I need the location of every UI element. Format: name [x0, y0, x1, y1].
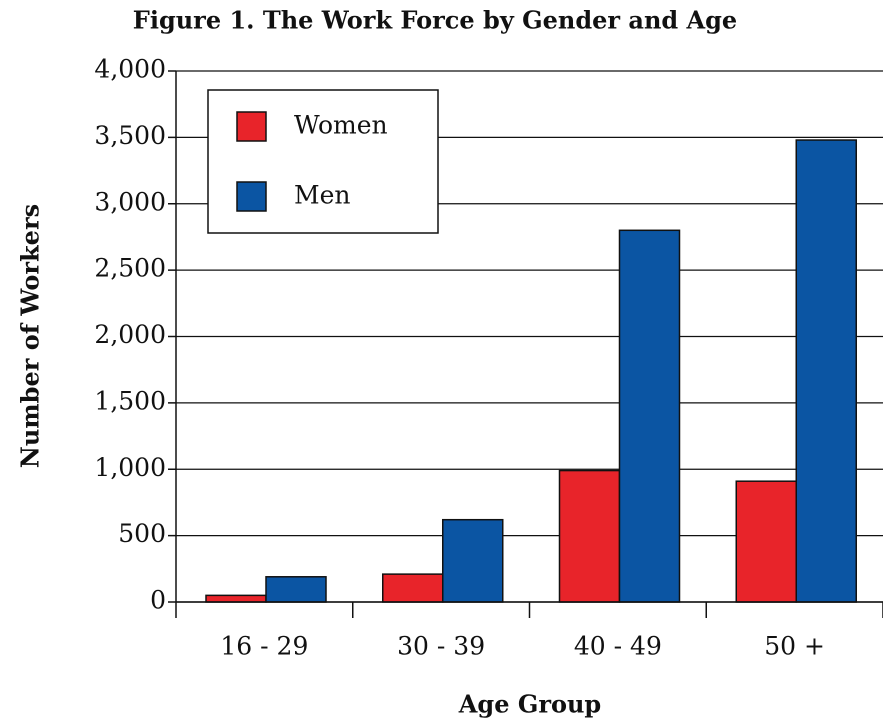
- chart-title: Figure 1. The Work Force by Gender and A…: [133, 6, 737, 35]
- y-tick-label: 4,000: [94, 55, 166, 84]
- y-tick-label: 3,000: [94, 187, 166, 216]
- y-tick-label: 500: [118, 519, 166, 548]
- x-tick-label: 50 +: [764, 632, 825, 661]
- y-tick-label: 0: [150, 586, 166, 615]
- legend-label: Women: [294, 111, 388, 140]
- y-tick-label: 1,000: [94, 453, 166, 482]
- y-tick-label: 1,500: [94, 386, 166, 415]
- bar: [382, 573, 444, 603]
- y-tick-label: 2,500: [94, 254, 166, 283]
- legend-swatch: [236, 111, 267, 142]
- y-tick-label: 3,500: [94, 121, 166, 150]
- bar: [618, 229, 681, 603]
- x-tick-label: 16 - 29: [220, 632, 308, 661]
- x-tick-label: 40 - 49: [574, 632, 662, 661]
- bar: [205, 594, 267, 603]
- y-tick-label: 2,000: [94, 320, 166, 349]
- legend-label: Men: [294, 181, 351, 210]
- legend-swatch: [236, 181, 267, 212]
- bar: [442, 518, 504, 603]
- x-tick-label: 30 - 39: [397, 632, 485, 661]
- bar: [265, 576, 327, 603]
- bar: [558, 469, 621, 603]
- y-axis-label: Number of Workers: [16, 204, 45, 468]
- bar: [795, 139, 857, 603]
- bar: [735, 480, 797, 603]
- x-axis-label: Age Group: [458, 690, 601, 719]
